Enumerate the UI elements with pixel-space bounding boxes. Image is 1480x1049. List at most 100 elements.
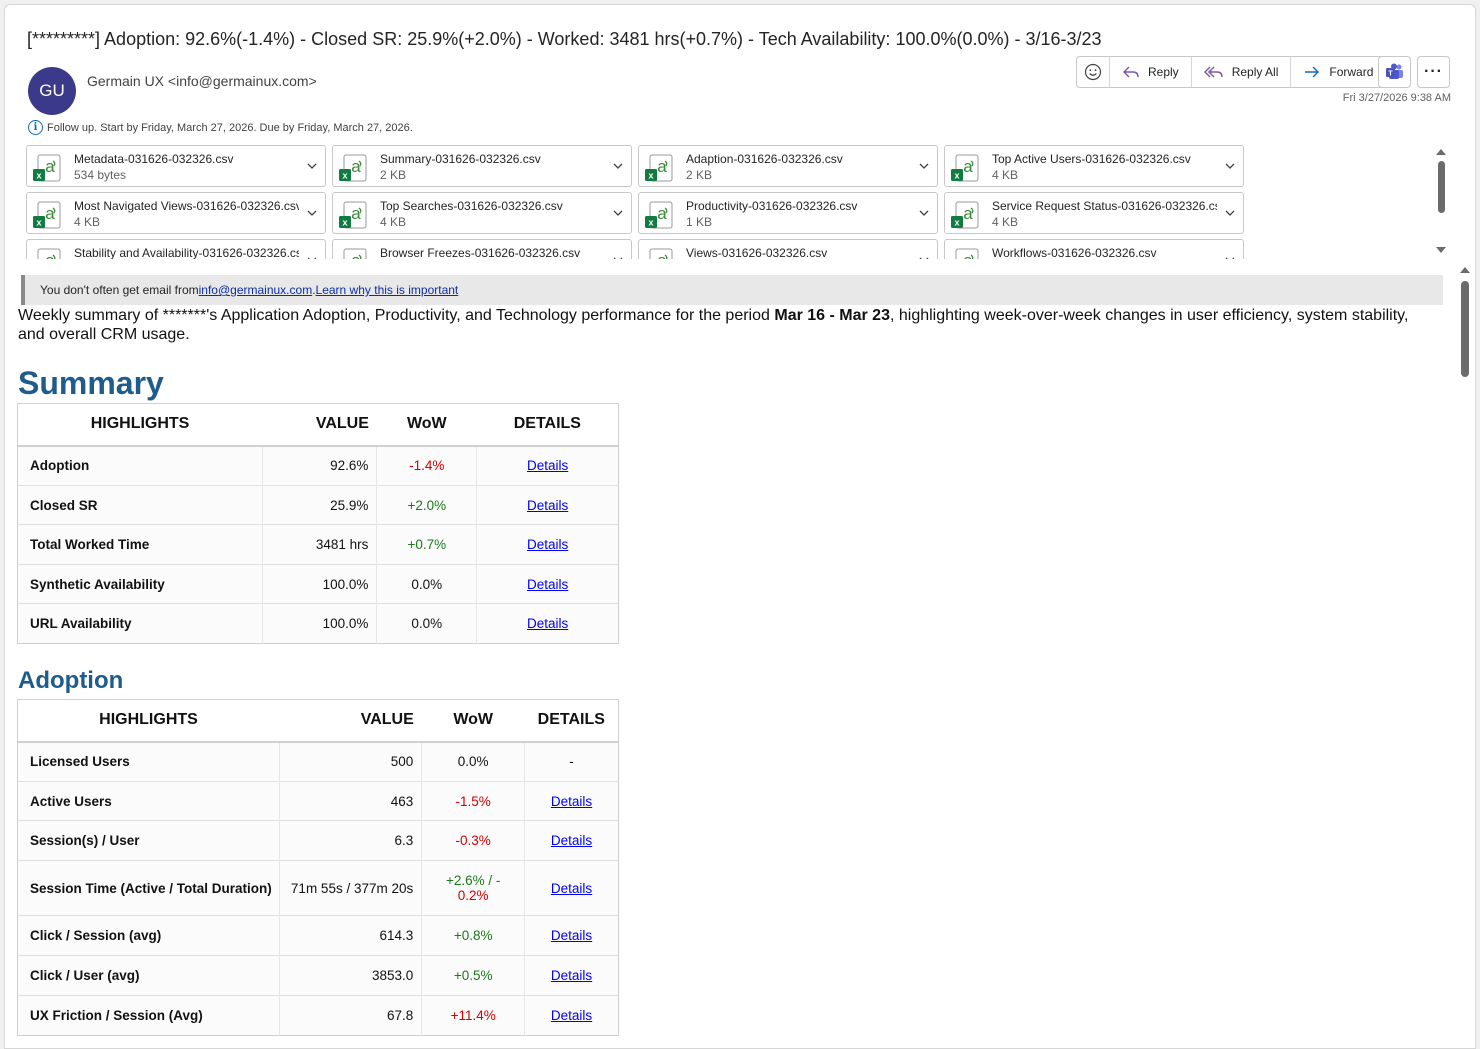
row-details: Details [476,485,619,525]
attachment-item[interactable]: a x Views-031626-032326.csv [638,239,938,259]
row-label: Adoption [17,445,263,486]
wow-value: -1.5% [455,793,491,809]
attachment-name: Browser Freezes-031626-032326.csv [380,246,581,259]
banner-email-link[interactable]: info@germainux.com [198,283,313,297]
teams-icon: T [1385,63,1403,79]
adoption-heading: Adoption [18,667,124,694]
sender-avatar[interactable]: GU [28,67,76,115]
details-link[interactable]: Details [550,928,593,943]
attachment-item[interactable]: a x Top Searches-031626-032326.csv 4 KB [332,192,632,234]
attachment-item[interactable]: a x Most Navigated Views-031626-032326.csv… [26,192,326,234]
learn-why-link[interactable]: Learn why this is important [315,283,459,297]
details-link[interactable]: Details [550,793,593,809]
details-link[interactable]: Details [550,833,593,848]
row-details: Details [524,781,619,821]
scroll-down-icon[interactable] [1436,247,1446,253]
summary-heading: Summary [18,365,164,401]
attachments-scrollbar[interactable] [1435,145,1447,259]
row-value: 3481 hrs [262,524,378,565]
attachment-item[interactable]: a x Metadata-031626-032326.csv 534 bytes [26,145,326,187]
chevron-down-icon[interactable] [1224,160,1236,172]
attachment-item[interactable]: a x Stability and Availability-031626-0323… [26,239,326,259]
scroll-thumb[interactable] [1438,161,1445,213]
row-wow: +0.7% [376,524,478,565]
csv-file-icon: ax [951,154,979,182]
chevron-down-icon[interactable] [1224,207,1236,219]
svg-text:x: x [954,218,959,228]
chevron-down-icon[interactable] [918,254,930,259]
details-link[interactable]: Details [550,880,593,896]
table-row: Licensed Users 500 0.0% - [17,741,619,782]
email-subject: [*********] Adoption: 92.6%(-1.4%) - Clo… [27,29,1102,49]
row-wow: -0.3% [421,820,526,861]
chevron-down-icon[interactable] [612,254,624,259]
row-value: 614.3 [279,915,423,956]
attachment-name: Adaption-031626-032326.csv [686,152,843,166]
attachment-item[interactable]: a x Adaption-031626-032326.csv 2 KB [638,145,938,187]
forward-button[interactable]: Forward [1291,57,1385,87]
svg-text:a: a [351,204,361,223]
row-details: Details [476,524,619,565]
table-row: Session(s) / User 6.3 -0.3% Details [17,820,619,861]
chevron-down-icon[interactable] [1224,254,1236,259]
chevron-down-icon[interactable] [918,207,930,219]
attachment-item[interactable]: a x Top Active Users-031626-032326.csv 4 KB [944,145,1244,187]
row-wow: +0.8% [421,915,526,956]
row-details: - [524,741,619,782]
reply-all-button[interactable]: Reply All [1192,57,1292,87]
scroll-up-icon[interactable] [1436,149,1446,155]
row-value: 92.6% [262,445,378,486]
body-scrollbar[interactable] [1458,263,1472,1048]
chevron-down-icon[interactable] [306,207,318,219]
scroll-thumb[interactable] [1461,281,1469,377]
table-row: Adoption 92.6% -1.4% Details [17,445,619,486]
attachment-item[interactable]: a x Browser Freezes-031626-032326.csv [332,239,632,259]
details-link[interactable]: Details [526,497,569,513]
row-wow: 0.0% [421,741,526,782]
row-label: Session(s) / User [17,820,280,861]
attachment-item[interactable]: a x Summary-031626-032326.csv 2 KB [332,145,632,187]
svg-text:a: a [45,204,55,223]
row-label: Total Worked Time [17,524,263,565]
details-link[interactable]: Details [526,458,569,474]
teams-share-button[interactable]: T [1378,56,1411,88]
followup-text: Follow up. Start by Friday, March 27, 20… [47,121,413,134]
details-link[interactable]: Details [550,968,593,983]
message-actions: Reply Reply All Forward [1076,56,1387,88]
intro-text-end: , highlighting week-over-week changes in… [18,307,1409,343]
details-link[interactable]: Details [526,616,569,631]
chevron-down-icon[interactable] [612,207,624,219]
scroll-up-icon[interactable] [1460,267,1470,273]
intro-text: Weekly summary of *******'s Application … [18,307,775,324]
col-wow: WoW [376,403,477,447]
row-details: Details [476,445,619,486]
chevron-down-icon[interactable] [612,160,624,172]
row-wow: +2.0% [376,485,478,525]
row-wow: 0.0% [376,564,478,604]
row-label: Click / User (avg) [17,955,280,996]
chevron-down-icon[interactable] [306,254,318,259]
wow-value-2: 0.2% [457,888,489,903]
react-button[interactable] [1077,57,1110,87]
details-link[interactable]: Details [526,537,569,552]
csv-file-icon: ax [649,248,673,259]
sender-name[interactable]: Germain UX <info@germainux.com> [87,73,317,89]
reply-button[interactable]: Reply [1110,57,1192,87]
chevron-down-icon[interactable] [918,160,930,172]
attachment-item[interactable]: a x Workflows-031626-032326.csv [944,239,1244,259]
wow-value: 0.0% [411,616,443,631]
col-value: VALUE [262,403,377,447]
details-link[interactable]: Details [550,1008,593,1023]
details-link[interactable]: Details [526,576,569,592]
row-label: Closed SR [17,485,263,525]
row-value: 71m 55s / 377m 20s [279,860,423,916]
col-highlights: HIGHLIGHTS [17,403,263,447]
chevron-down-icon[interactable] [306,160,318,172]
row-wow: +2.6% / -0.2% [421,860,526,916]
attachment-item[interactable]: a x Service Request Status-031626-032326.c… [944,192,1244,234]
attachments-list: a x Metadata-031626-032326.csv 534 bytes a x S… [26,142,1446,259]
more-actions-button[interactable]: ··· [1417,56,1450,88]
attachment-item[interactable]: a x Productivity-031626-032326.csv 1 KB [638,192,938,234]
summary-table: HIGHLIGHTS VALUE WoW DETAILS Adoption 92.… [17,403,619,644]
csv-file-icon: ax [37,248,61,259]
